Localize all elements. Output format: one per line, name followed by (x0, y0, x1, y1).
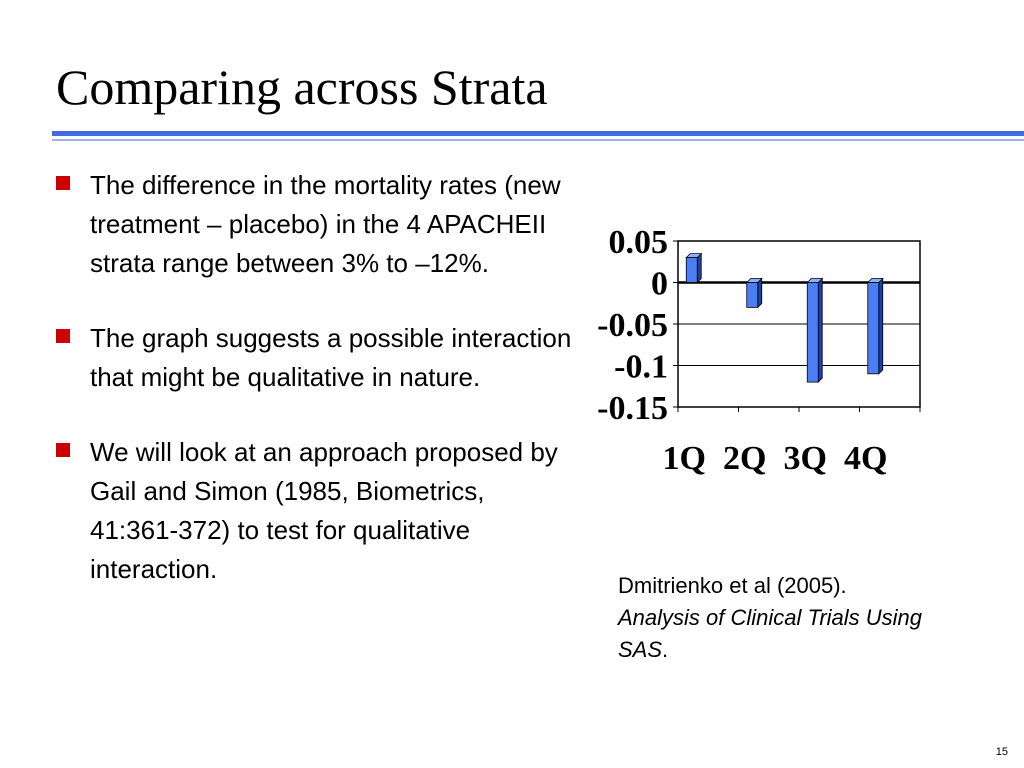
bullet-item: The difference in the mortality rates (n… (56, 166, 576, 283)
bar (806, 282, 819, 383)
square-bullet-icon (56, 443, 70, 457)
citation-period: . (662, 637, 669, 662)
bar (685, 257, 698, 283)
x-tick-label: 4Q (844, 440, 887, 477)
bullet-list: The difference in the mortality rates (n… (56, 166, 576, 625)
citation-authors: Dmitrienko et al (2005). (618, 573, 847, 598)
square-bullet-icon (56, 329, 70, 343)
bar-side (817, 277, 823, 384)
y-tick-label: -0.15 (597, 390, 668, 427)
y-tick-label: 0.05 (609, 224, 669, 261)
bullet-text: The difference in the mortality rates (n… (90, 170, 561, 278)
page-number: 15 (995, 746, 1008, 758)
citation-book-title: Analysis of Clinical Trials Using SAS (618, 605, 923, 662)
x-tick-label: 1Q (663, 440, 706, 477)
y-tick-label: -0.1 (614, 349, 668, 386)
bar (746, 282, 759, 308)
strata-bar-chart: 0.05 0 -0.05 -0.1 -0.15 1Q 2Q 3Q 4Q (570, 210, 950, 490)
citation: Dmitrienko et al (2005). Analysis of Cli… (618, 570, 948, 666)
x-tick-label: 3Q (784, 440, 827, 477)
bullet-text: The graph suggests a possible interactio… (90, 323, 572, 392)
title-underline (52, 131, 1024, 136)
bar-side (757, 277, 763, 309)
square-bullet-icon (56, 176, 70, 190)
bar (867, 282, 880, 375)
chart-svg: 0.05 0 -0.05 -0.1 -0.15 1Q 2Q 3Q 4Q (597, 224, 921, 477)
x-tick-label: 2Q (723, 440, 766, 477)
title-underline-thin (52, 139, 1024, 141)
bullet-item: The graph suggests a possible interactio… (56, 319, 576, 397)
slide-title: Comparing across Strata (56, 59, 548, 115)
bar-side (878, 277, 884, 375)
bullet-item: We will look at an approach proposed by … (56, 433, 576, 589)
bullet-text: We will look at an approach proposed by … (90, 437, 558, 584)
y-tick-label: 0 (651, 266, 668, 303)
y-tick-label: -0.05 (597, 307, 668, 344)
bar-side (696, 252, 702, 284)
